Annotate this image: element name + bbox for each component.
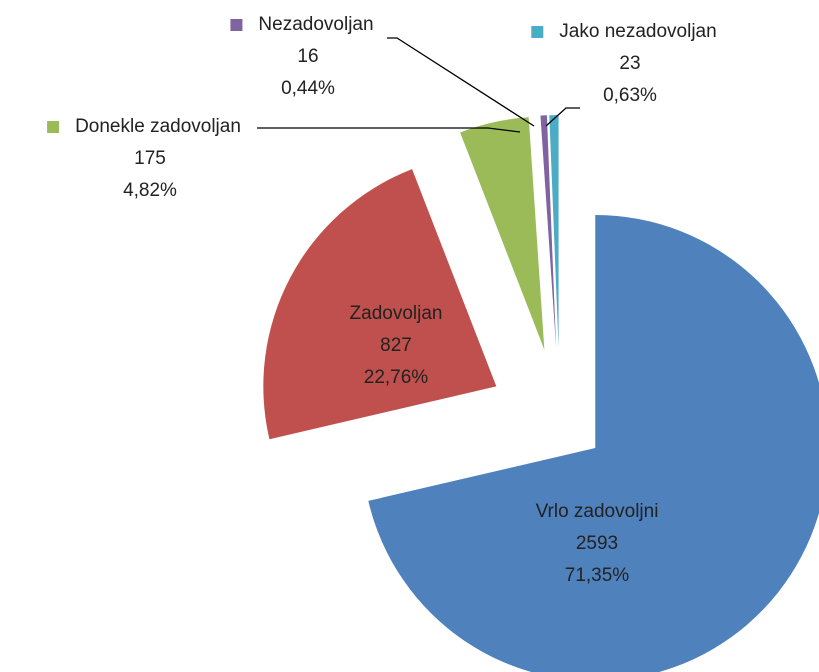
pie-slice xyxy=(540,115,557,349)
pie-slice xyxy=(368,214,819,672)
data-label-name: Jako nezadovoljan xyxy=(559,21,716,42)
data-label-value: 2593 xyxy=(576,533,618,554)
data-label-percent: 22,76% xyxy=(364,367,429,388)
data-label-percent: 0,63% xyxy=(603,85,657,106)
data-label-percent: 0,44% xyxy=(281,78,335,99)
data-label-value: 23 xyxy=(619,53,640,74)
legend-key xyxy=(47,121,60,133)
leader-line xyxy=(387,37,535,127)
data-label-value: 827 xyxy=(380,335,412,356)
pie-slice xyxy=(263,169,497,440)
data-label-value: 16 xyxy=(297,46,318,67)
legend-key xyxy=(531,26,544,38)
data-label-percent: 71,35% xyxy=(565,565,630,586)
pie-slice xyxy=(549,115,559,349)
data-label-name: Nezadovoljan xyxy=(258,14,373,35)
data-label-name: Zadovoljan xyxy=(350,303,443,324)
data-label-name: Vrlo zadovoljni xyxy=(536,501,659,522)
legend-key xyxy=(230,19,243,31)
leader-line xyxy=(257,127,521,133)
data-label-name: Donekle zadovoljan xyxy=(75,116,241,137)
data-label-value: 175 xyxy=(134,148,166,169)
leader-line xyxy=(545,107,580,127)
data-labels: Vrlo zadovoljni 2593 71,35% Zadovoljan 827 22… xyxy=(47,14,717,586)
pie-slice xyxy=(460,117,545,350)
data-label-percent: 4,82% xyxy=(123,180,177,201)
